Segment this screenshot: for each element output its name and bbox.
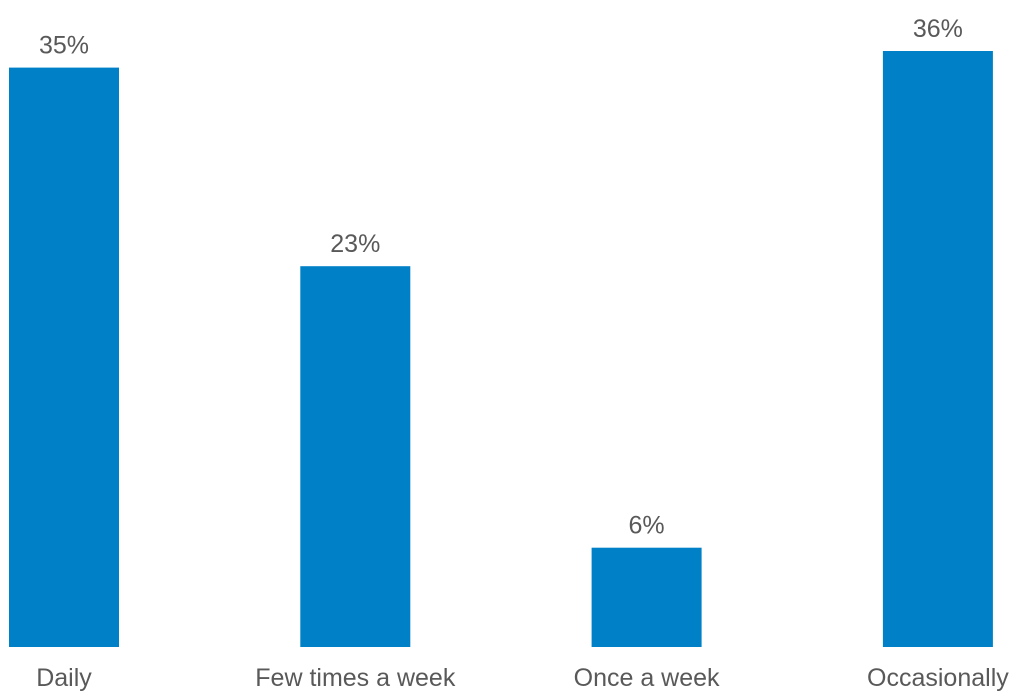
data-label: 6% bbox=[629, 512, 665, 540]
bars-group bbox=[9, 51, 993, 648]
data-label: 36% bbox=[913, 15, 963, 43]
data-labels-group: 35% 23% 6% 36% bbox=[39, 15, 963, 540]
bar-occasionally bbox=[882, 51, 993, 647]
bar-once-a-week bbox=[591, 547, 702, 647]
bar-daily bbox=[9, 67, 119, 648]
category-label: Few times a week bbox=[255, 664, 456, 692]
category-label: Once a week bbox=[574, 664, 720, 692]
category-label: Daily bbox=[36, 664, 92, 692]
category-labels-group: Daily Few times a week Once a week Occasion… bbox=[36, 664, 1009, 692]
data-label: 23% bbox=[330, 230, 380, 258]
bar-few-times-a-week bbox=[300, 266, 411, 647]
data-label: 35% bbox=[39, 32, 89, 60]
category-label: Occasionally bbox=[867, 664, 1009, 692]
